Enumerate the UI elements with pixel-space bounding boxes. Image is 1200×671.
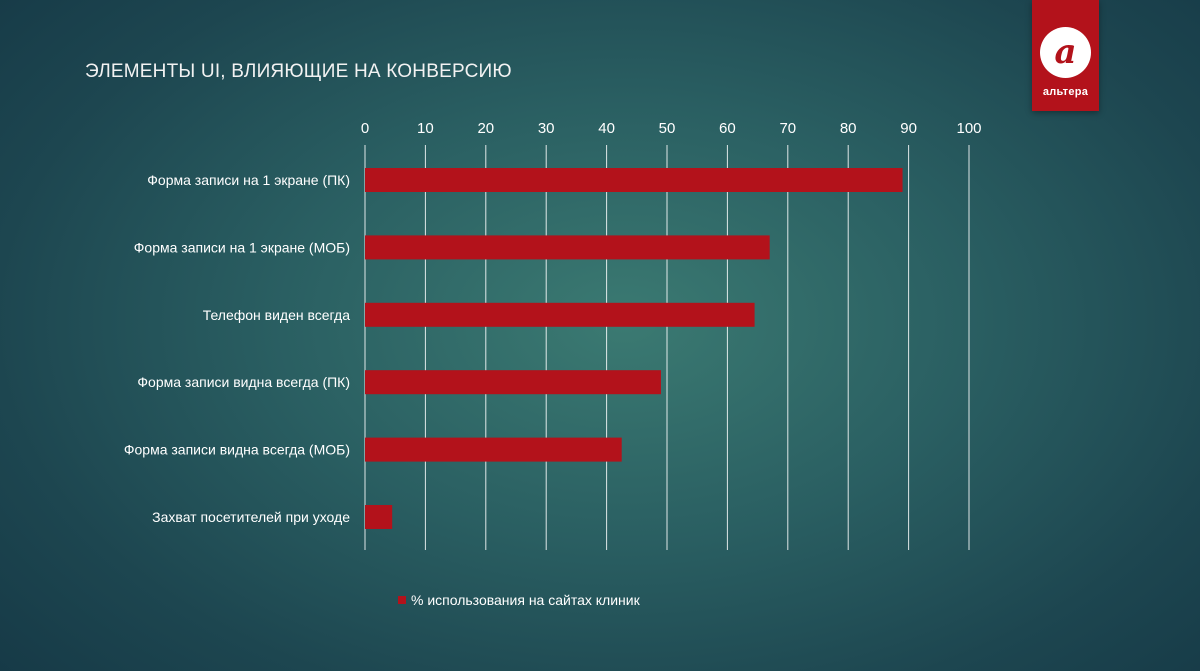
x-tick-label: 60 — [719, 120, 736, 137]
x-tick-label: 70 — [779, 120, 796, 137]
logo-letter-icon: а — [1054, 32, 1076, 72]
x-tick-label: 10 — [417, 120, 434, 137]
x-tick-label: 30 — [538, 120, 555, 137]
x-tick-label: 20 — [477, 120, 494, 137]
bar — [365, 168, 903, 192]
x-tick-label: 80 — [840, 120, 857, 137]
category-labels: Форма записи на 1 экране (ПК) Форма запис… — [124, 172, 350, 525]
category-label: Телефон виден всегда — [203, 307, 351, 323]
grid-lines — [364, 145, 970, 550]
category-label: Форма записи видна всегда (ПК) — [137, 374, 350, 390]
legend: % использования на сайтах клиник — [398, 592, 640, 608]
x-axis-ticks: 0 10 20 30 40 50 60 70 80 90 100 — [361, 120, 982, 137]
bar — [365, 505, 393, 529]
category-label: Форма записи на 1 экране (ПК) — [147, 172, 350, 188]
logo-letter: а — [1054, 32, 1076, 72]
altera-logo: а альтера — [1032, 0, 1099, 111]
x-tick-label: 50 — [659, 120, 676, 137]
category-label: Форма записи на 1 экране (МОБ) — [134, 239, 350, 255]
legend-label: % использования на сайтах клиник — [411, 592, 640, 608]
logo-emblem: а — [1040, 27, 1091, 78]
x-tick-label: 0 — [361, 120, 369, 137]
legend-swatch — [398, 596, 406, 604]
bar — [365, 370, 661, 395]
logo-text: альтера — [1042, 86, 1089, 98]
bar — [365, 302, 755, 327]
category-label: Форма записи видна всегда (МОБ) — [124, 442, 350, 458]
chart-title: ЭЛЕМЕНТЫ UI, ВЛИЯЮЩИЕ НА КОНВЕРСИЮ — [85, 61, 512, 82]
x-tick-label: 40 — [598, 120, 615, 137]
bar — [365, 437, 622, 462]
bars — [365, 168, 903, 529]
x-tick-label: 90 — [900, 120, 917, 137]
x-tick-label: 100 — [956, 120, 981, 137]
category-label: Захват посетителей при уходе — [152, 509, 350, 525]
bar — [365, 235, 770, 260]
